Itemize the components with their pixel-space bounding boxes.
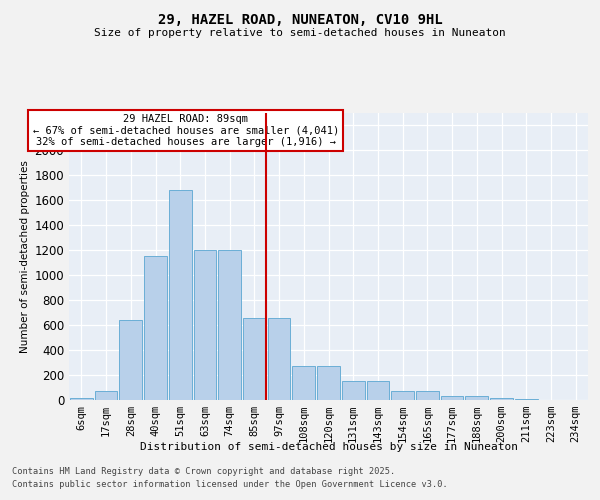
Bar [292,366,315,400]
Bar [441,396,463,400]
Bar [169,190,191,400]
Bar [243,318,266,400]
Text: Size of property relative to semi-detached houses in Nuneaton: Size of property relative to semi-detach… [94,28,506,38]
Text: 29, HAZEL ROAD, NUNEATON, CV10 9HL: 29, HAZEL ROAD, NUNEATON, CV10 9HL [158,12,442,26]
Bar [416,391,439,400]
Bar [466,396,488,400]
Text: Contains public sector information licensed under the Open Government Licence v3: Contains public sector information licen… [12,480,448,489]
Bar [119,320,142,400]
Bar [342,380,365,400]
Bar [218,250,241,400]
Bar [70,398,93,400]
Bar [95,390,118,400]
Text: Distribution of semi-detached houses by size in Nuneaton: Distribution of semi-detached houses by … [140,442,518,452]
Bar [268,318,290,400]
Bar [367,380,389,400]
Bar [391,391,414,400]
Bar [144,256,167,400]
Text: Contains HM Land Registry data © Crown copyright and database right 2025.: Contains HM Land Registry data © Crown c… [12,467,395,476]
Bar [194,250,216,400]
Text: 29 HAZEL ROAD: 89sqm
← 67% of semi-detached houses are smaller (4,041)
32% of se: 29 HAZEL ROAD: 89sqm ← 67% of semi-detac… [32,114,339,147]
Bar [490,398,513,400]
Y-axis label: Number of semi-detached properties: Number of semi-detached properties [20,160,30,352]
Bar [317,366,340,400]
